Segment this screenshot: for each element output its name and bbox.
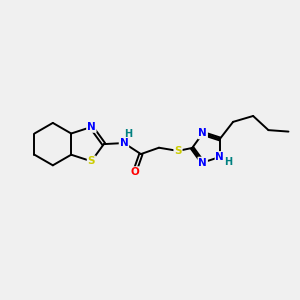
Text: O: O (130, 167, 139, 177)
Text: N: N (87, 122, 96, 132)
Text: H: H (224, 157, 232, 167)
Text: N: N (215, 152, 224, 162)
Text: S: S (174, 146, 182, 156)
Text: S: S (88, 156, 95, 166)
Text: H: H (124, 129, 132, 139)
Text: N: N (120, 138, 128, 148)
Text: N: N (198, 158, 207, 167)
Text: N: N (198, 128, 207, 138)
